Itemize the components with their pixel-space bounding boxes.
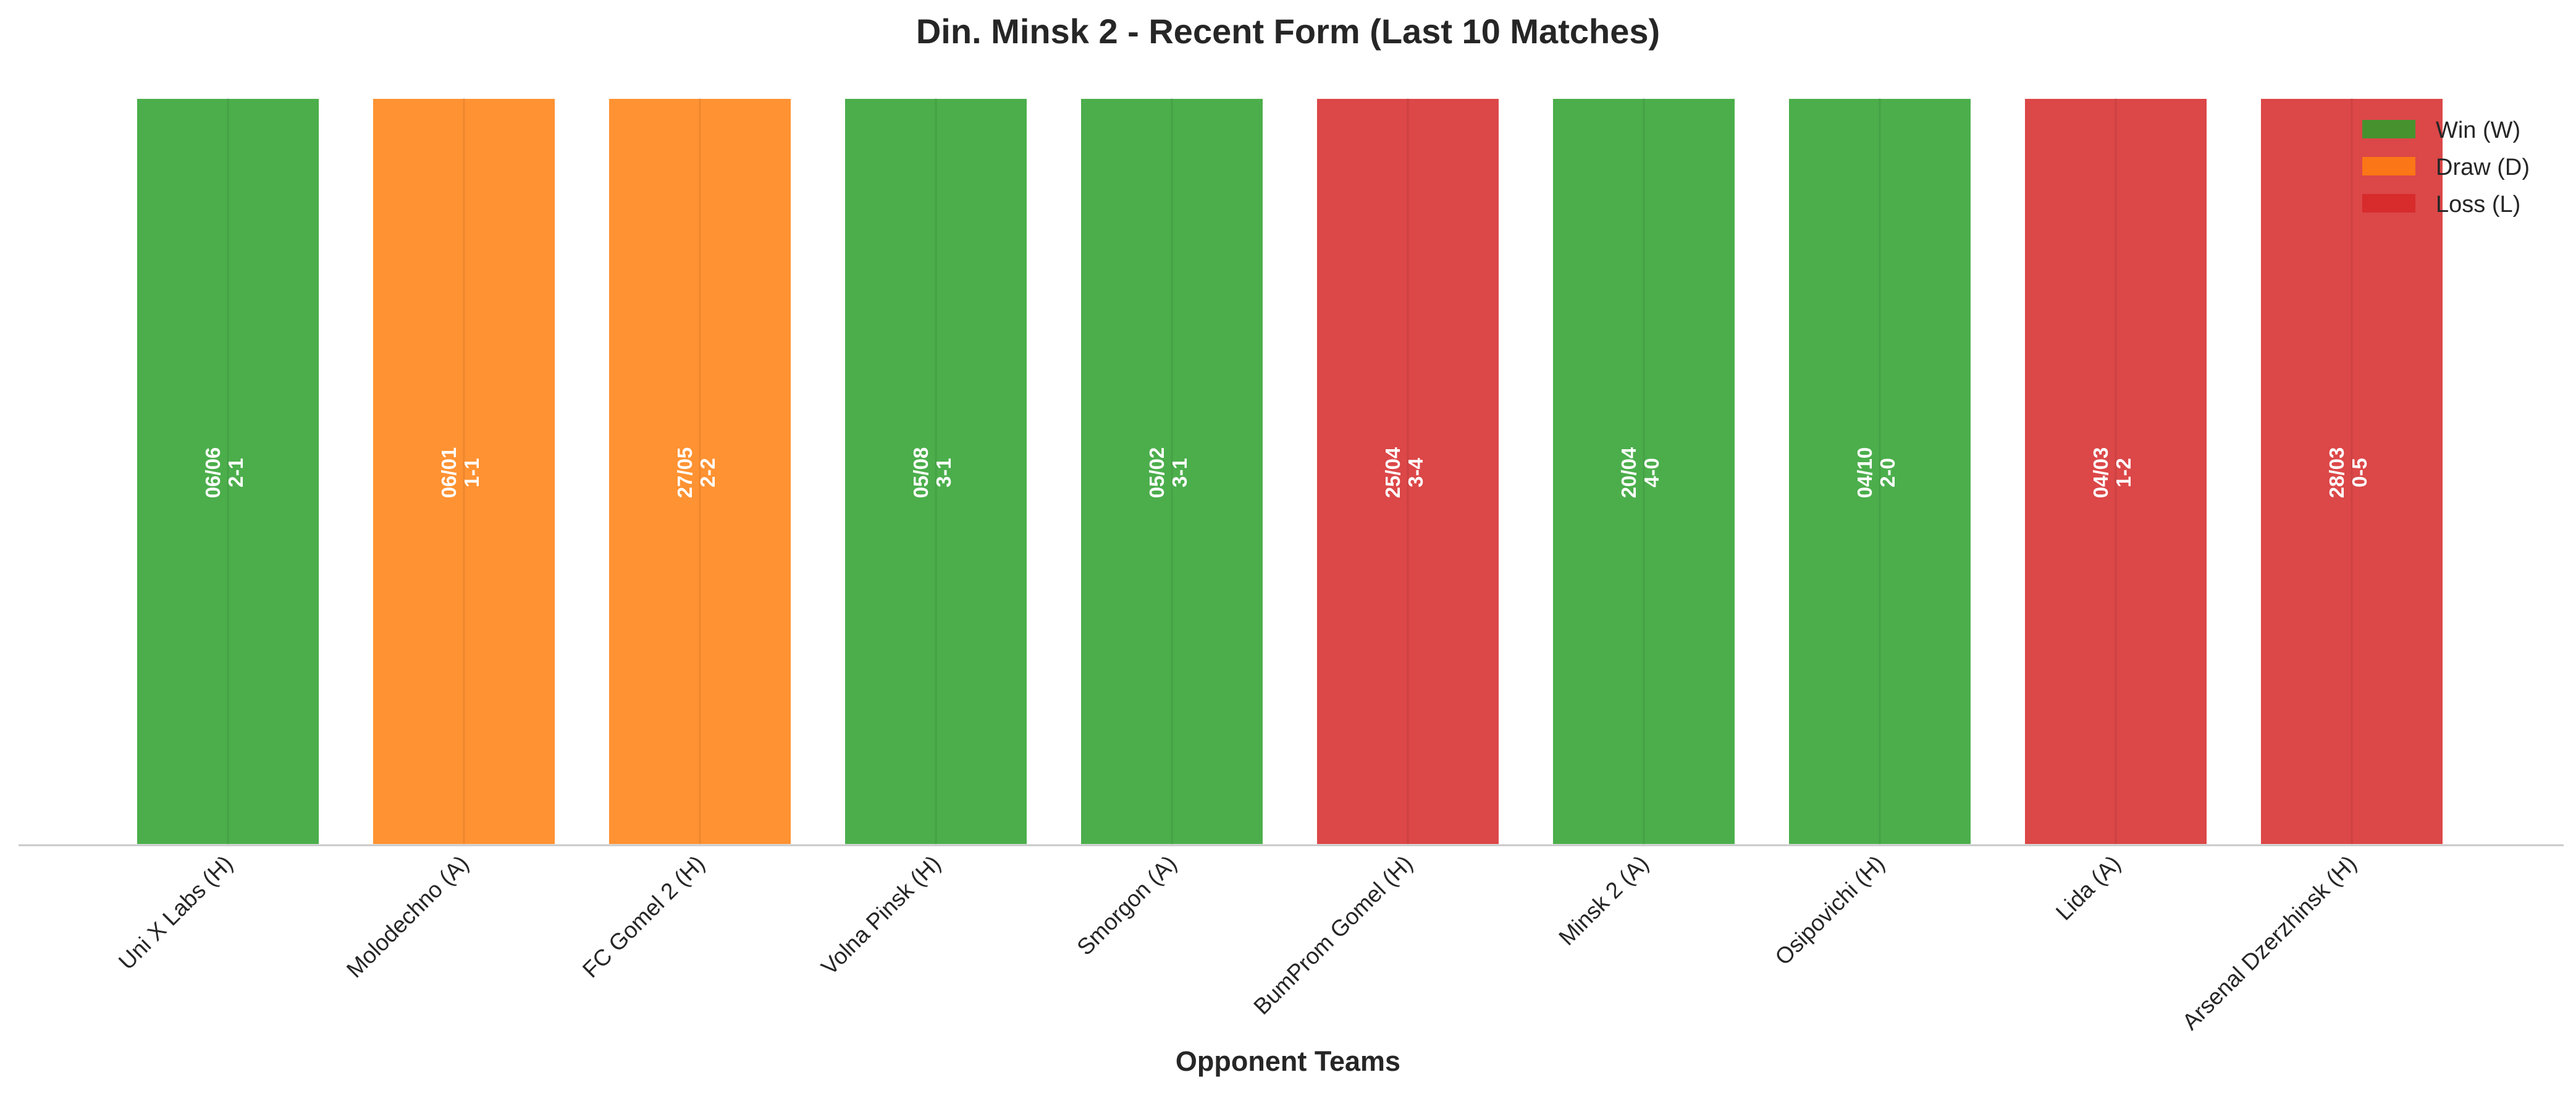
bar-date-label: 05/02 <box>1145 447 1168 499</box>
bar-5 <box>1315 96 1501 846</box>
x-tick-label: Molodechno (A) <box>342 851 474 983</box>
bar-1 <box>371 96 557 846</box>
legend-label-w: Win (W) <box>2436 117 2520 143</box>
x-tick-label: Lida (A) <box>2051 851 2126 926</box>
x-tick-label: Osipovichi (H) <box>1770 851 1889 970</box>
bar-score-label: 3-1 <box>1168 458 1191 487</box>
legend-swatch-w <box>2362 120 2415 138</box>
bar-score-label: 2-0 <box>1876 458 1899 487</box>
bar-date-label: 06/06 <box>201 447 224 499</box>
bar-date-label: 27/05 <box>673 447 696 499</box>
legend-label-d: Draw (D) <box>2436 154 2530 180</box>
bar-score-label: 2-2 <box>696 458 719 487</box>
legend: Win (W) Draw (D) Loss (L) <box>2362 117 2530 217</box>
bar-0 <box>135 96 321 846</box>
bars-group: 06/06 2-1 06/01 1-1 27/05 2-2 05/08 3-1 05/02 3-1… <box>135 96 2445 846</box>
bar-score-label: 1-1 <box>460 458 483 487</box>
bar-date-label: 28/03 <box>2325 447 2348 499</box>
bar-3 <box>843 96 1029 846</box>
x-tick-label: Uni X Labs (H) <box>114 851 238 975</box>
x-tick-label: Smorgon (A) <box>1072 851 1181 960</box>
bar-score-label: 0-5 <box>2348 458 2371 487</box>
bar-date-label: 25/04 <box>1381 447 1404 498</box>
bar-date-label: 04/10 <box>1853 447 1876 499</box>
bar-score-label: 2-1 <box>224 458 247 487</box>
bar-7 <box>1787 96 1973 846</box>
x-tick-label: Minsk 2 (A) <box>1554 851 1653 950</box>
x-axis-label: Opponent Teams <box>1176 1045 1400 1077</box>
x-tick-label: FC Gomel 2 (H) <box>578 851 710 983</box>
bar-score-label: 3-4 <box>1404 458 1427 487</box>
bar-score-label: 1-2 <box>2112 458 2135 487</box>
bar-6 <box>1551 96 1737 846</box>
bar-score-label: 3-1 <box>932 458 955 487</box>
x-tick-label: BumProm Gomel (H) <box>1248 851 1417 1019</box>
bar-4 <box>1079 96 1265 846</box>
bar-date-label: 04/03 <box>2089 447 2112 499</box>
legend-swatch-l <box>2362 194 2415 213</box>
legend-label-l: Loss (L) <box>2436 192 2520 217</box>
bar-date-label: 05/08 <box>909 447 932 499</box>
bar-score-label: 4-0 <box>1640 458 1663 487</box>
chart-title: Din. Minsk 2 - Recent Form (Last 10 Matc… <box>916 12 1660 51</box>
bar-date-label: 06/01 <box>437 447 460 499</box>
bar-9 <box>2258 96 2445 846</box>
legend-swatch-d <box>2362 157 2415 175</box>
bar-2 <box>607 96 793 846</box>
x-tick-label: Volna Pinsk (H) <box>816 851 945 980</box>
x-tick-labels: Uni X Labs (H) Molodechno (A) FC Gomel 2 (… <box>114 851 2362 1035</box>
x-tick-label: Arsenal Dzerzhinsk (H) <box>2178 851 2362 1035</box>
bar-date-label: 20/04 <box>1617 447 1640 498</box>
